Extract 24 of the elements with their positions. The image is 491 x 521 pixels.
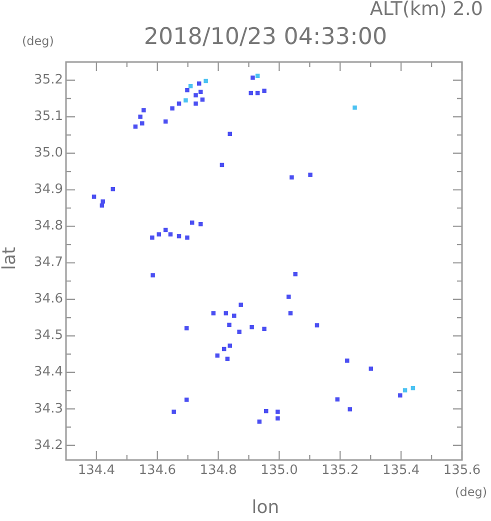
- x-tick-label: 134.6: [138, 463, 176, 478]
- y-tick-label: 34.8: [34, 218, 63, 234]
- y-tick-label: 34.3: [34, 401, 63, 416]
- x-tick-label: 135.2: [322, 463, 359, 478]
- chart-title: 2018/10/23 04:33:00: [144, 24, 388, 50]
- text: (deg): [22, 34, 54, 48]
- y-tick-label: 34.7: [34, 255, 63, 270]
- y-tick-label: 34.4: [34, 364, 63, 380]
- y-tick-label: 35.1: [34, 109, 63, 124]
- text: ALT(km) 2.0: [370, 0, 483, 20]
- y-tick-label: 34.2: [34, 438, 63, 453]
- y-tick-label: 34.5: [34, 328, 63, 344]
- x-tick-label: 134.8: [200, 463, 237, 478]
- text: (deg): [455, 485, 487, 499]
- x-axis-title: lon: [252, 497, 280, 518]
- x-tick-label: 134.4: [78, 463, 116, 478]
- y-axis-title: lat: [0, 246, 20, 270]
- y-tick-label: 35.2: [34, 72, 63, 88]
- x-tick-label: 135.4: [382, 463, 420, 478]
- x-tick-label: 135.0: [260, 463, 298, 478]
- y-tick-label: 34.9: [34, 182, 63, 198]
- y-tick-label: 35.0: [34, 146, 63, 161]
- y-tick-label: 34.6: [34, 292, 63, 307]
- x-tick-label: 135.6: [443, 463, 481, 478]
